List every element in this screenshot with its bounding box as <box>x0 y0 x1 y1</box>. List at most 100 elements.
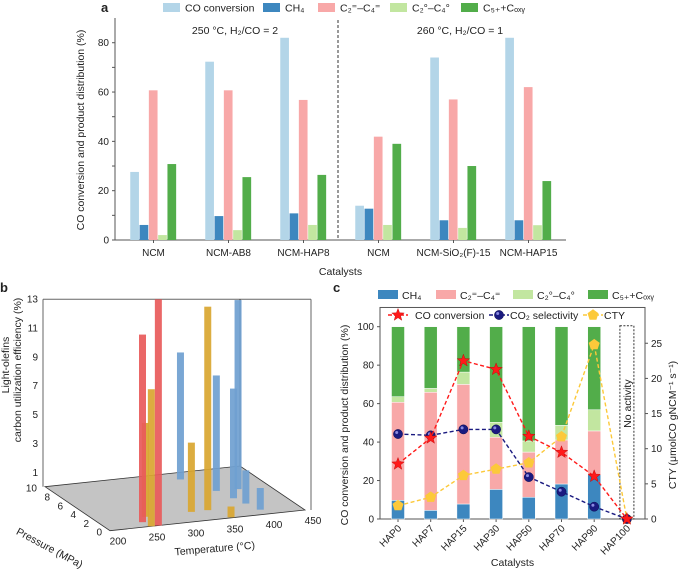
legend-label-c: CTY <box>604 310 625 322</box>
bar-a-4 <box>242 177 252 240</box>
bar-a-4 <box>392 143 402 240</box>
z-tick-label-b: 1 <box>32 468 38 479</box>
y-tick-label-a: 80 <box>98 38 110 49</box>
y-tick-label-right-c: 10 <box>651 444 663 455</box>
marker-c-sphere-highlight <box>526 474 529 478</box>
bar-a-3 <box>308 224 317 240</box>
marker-c-star <box>456 353 471 367</box>
y-tick-label-b: 10 <box>26 484 38 495</box>
legend-label-a: C₂°–C₄° <box>412 3 450 15</box>
marker-c-sphere <box>556 486 567 497</box>
bar-a-0 <box>505 37 514 241</box>
stacked-bar-c-2 <box>391 396 405 403</box>
stacked-bar-c-2 <box>423 388 438 393</box>
stacked-bar-c-3 <box>456 326 471 373</box>
bar-3d-b <box>234 300 242 490</box>
y-tick-label-b: 2 <box>83 519 89 530</box>
marker-c-star <box>423 430 438 444</box>
x-axis-label-c: Catalysts <box>491 557 534 569</box>
z-tick-label-b: 11 <box>28 323 39 334</box>
panel-label-b: b <box>0 280 8 295</box>
legend-swatch-c <box>378 290 398 299</box>
z-tick-label-b: 7 <box>32 381 38 392</box>
legend-swatch-a <box>390 3 407 12</box>
stacked-bar-c-2 <box>522 440 536 453</box>
x-tick-label-c: HAP90 <box>570 523 600 553</box>
x-tick-label-c: HAP7 <box>411 523 438 550</box>
y-tick-label-right-c: 5 <box>651 479 657 490</box>
stacked-bar-c-0 <box>587 474 601 520</box>
legend-label-a: C₅₊+Cₒₓᵧ <box>483 3 525 15</box>
bar-a-0 <box>430 57 439 241</box>
bar-a-0 <box>205 61 214 241</box>
bar-a-1 <box>439 220 449 240</box>
legend-label-c: CH₄ <box>402 290 421 302</box>
marker-c-pentagon <box>392 499 404 511</box>
no-activity-label: No activity <box>622 379 634 428</box>
marker-c-sphere-highlight <box>591 503 595 507</box>
y-tick-label-right-c: 20 <box>651 374 663 385</box>
x-tick-label-a: NCM <box>367 248 390 259</box>
y-tick-label-c: 80 <box>363 361 375 372</box>
legend-swatch-a <box>263 3 280 12</box>
bar-3d-b <box>230 388 237 499</box>
bar-3d-b <box>242 470 250 504</box>
legend-swatch-a <box>163 3 180 12</box>
bar-a-4 <box>317 174 327 240</box>
legend-swatch-c <box>436 290 456 299</box>
stacked-bar-c-3 <box>522 326 536 442</box>
bar-a-4 <box>542 181 552 240</box>
marker-c-star <box>587 469 601 483</box>
y-tick-label-right-c: 15 <box>651 409 663 420</box>
x-tick-label-a: NCM-HAP15 <box>500 248 558 259</box>
marker-c-sphere <box>393 429 403 439</box>
marker-c-sphere <box>458 424 469 435</box>
legend-label-c: CO conversion <box>415 310 485 322</box>
legend-label-a: CH₄ <box>285 3 304 15</box>
bar-a-0 <box>280 37 289 241</box>
x-tick-label-b: 250 <box>149 533 166 544</box>
legend-label-a: C₂⁼–C₄⁼ <box>340 3 381 15</box>
x-tick-label-b: 400 <box>266 520 283 531</box>
bar-a-3 <box>233 230 242 240</box>
marker-c-pentagon <box>588 338 600 350</box>
marker-c-star <box>620 511 634 525</box>
bar-a-1 <box>364 208 374 240</box>
bar-a-4 <box>167 164 177 240</box>
legend-swatch-a <box>461 3 478 12</box>
y-tick-label-b: 8 <box>44 493 50 504</box>
bar-3d-b <box>256 488 264 510</box>
y-tick-label-c: 0 <box>368 515 374 526</box>
x-tick-label-c: HAP15 <box>439 523 469 553</box>
bar-3d-b <box>227 506 235 518</box>
bar-a-3 <box>458 227 467 240</box>
y-tick-label-b: 6 <box>57 501 63 512</box>
legend-label-c: C₂⁼–C₄⁼ <box>460 290 501 302</box>
y-tick-label-a: 0 <box>103 236 109 247</box>
legend-marker-c <box>587 309 599 320</box>
marker-c-sphere <box>589 501 600 512</box>
marker-c-sphere-highlight <box>558 488 562 492</box>
z-tick-label-b: 3 <box>32 439 38 450</box>
legend-marker-c-highlight <box>496 312 500 315</box>
z-tick-label-b: 5 <box>32 410 38 421</box>
bar-a-1 <box>289 213 299 240</box>
stacked-bar-c-3 <box>391 326 405 397</box>
marker-c-star <box>391 456 405 470</box>
marker-c-pentagon <box>490 463 502 474</box>
x-tick-label-b: 350 <box>227 524 244 535</box>
bar-a-0 <box>355 205 364 240</box>
y-tick-label-a: 60 <box>98 88 110 99</box>
bar-a-4 <box>467 166 477 240</box>
stacked-bar-c-3 <box>489 326 503 423</box>
line-c-0 <box>397 359 628 520</box>
stacked-bar-c-2 <box>587 409 601 432</box>
bar-a-2 <box>373 136 383 240</box>
y-tick-label-c: 100 <box>357 322 374 333</box>
stacked-bar-c-3 <box>423 326 438 389</box>
legend-label-c: C₂°–C₄° <box>537 290 575 302</box>
x-tick-label-a: NCM-AB8 <box>206 248 251 259</box>
y-axis-label-a: CO conversion and product distribution (… <box>75 30 87 231</box>
bar-a-2 <box>298 99 308 240</box>
